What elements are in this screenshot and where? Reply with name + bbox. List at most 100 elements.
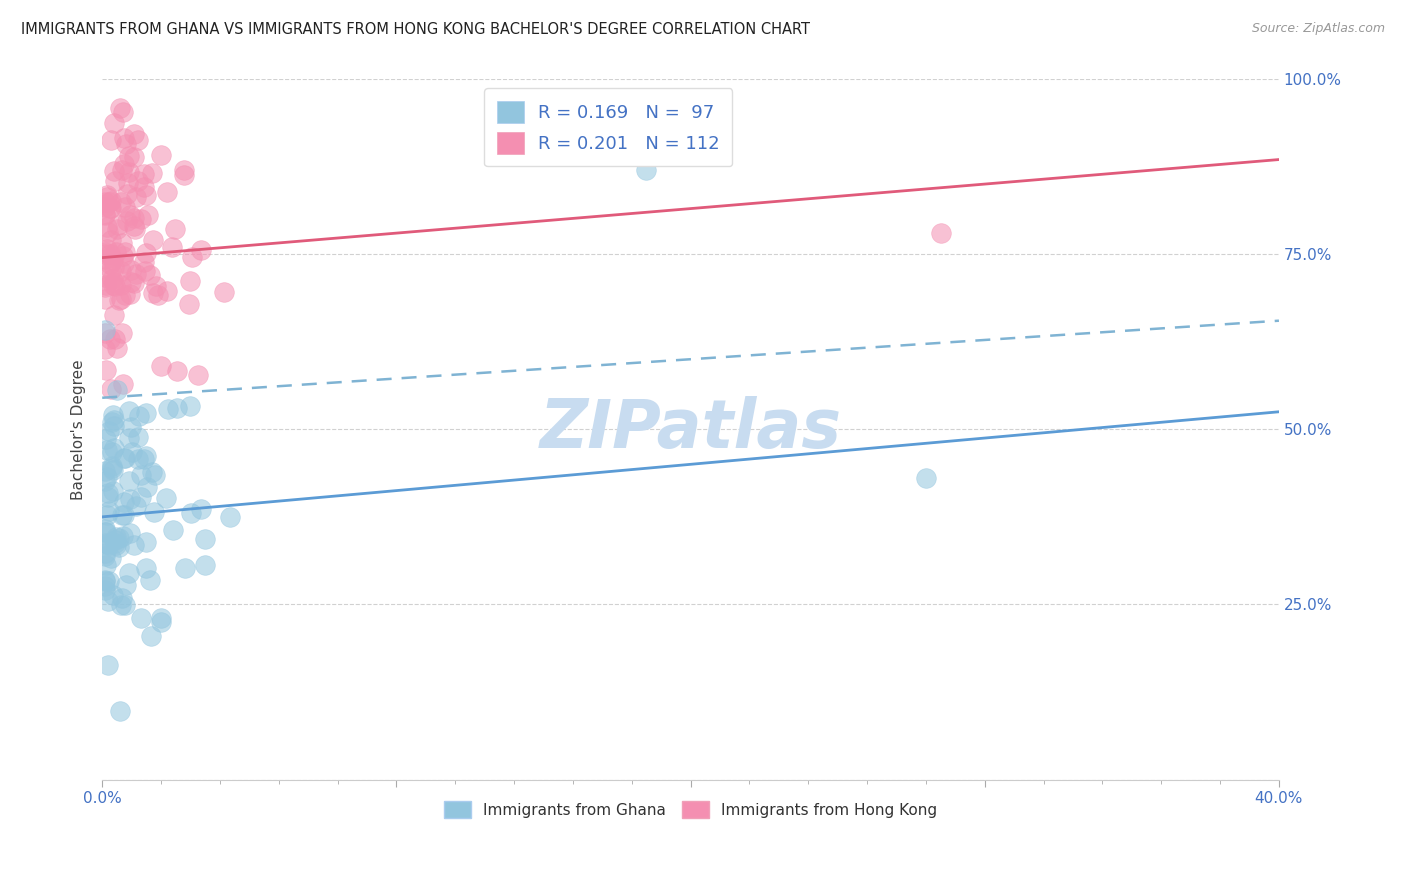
- Point: [135, 188, 157, 202]
- Point: [117, 213, 139, 227]
- Point: [129, 467, 152, 482]
- Point: [145, 279, 167, 293]
- Point: [97, 538, 120, 552]
- Point: [118, 566, 141, 580]
- Point: [94, 246, 117, 260]
- Point: [104, 535, 127, 549]
- Point: [103, 164, 125, 178]
- Point: [108, 531, 131, 545]
- Point: [97, 491, 120, 505]
- Point: [139, 573, 162, 587]
- Point: [94, 582, 117, 597]
- Point: [142, 285, 165, 300]
- Point: [134, 255, 156, 269]
- Point: [111, 163, 134, 178]
- Point: [173, 163, 195, 178]
- Point: [104, 332, 127, 346]
- Text: IMMIGRANTS FROM GHANA VS IMMIGRANTS FROM HONG KONG BACHELOR'S DEGREE CORRELATION: IMMIGRANTS FROM GHANA VS IMMIGRANTS FROM…: [21, 22, 810, 37]
- Point: [94, 244, 117, 259]
- Point: [135, 561, 157, 575]
- Point: [142, 233, 165, 247]
- Point: [143, 505, 166, 519]
- Point: [127, 133, 149, 147]
- Point: [94, 293, 117, 307]
- Point: [98, 257, 121, 271]
- Point: [96, 470, 118, 484]
- Point: [136, 208, 159, 222]
- Point: [136, 480, 159, 494]
- Point: [173, 168, 195, 182]
- Point: [94, 574, 117, 589]
- Point: [114, 245, 136, 260]
- Point: [150, 615, 173, 629]
- Point: [97, 574, 120, 589]
- Point: [105, 221, 128, 235]
- Point: [100, 202, 122, 216]
- Point: [110, 292, 132, 306]
- Point: [118, 491, 141, 506]
- Point: [98, 424, 121, 438]
- Point: [135, 406, 157, 420]
- Point: [125, 267, 148, 281]
- Point: [127, 451, 149, 466]
- Y-axis label: Bachelor's Degree: Bachelor's Degree: [72, 359, 86, 500]
- Point: [104, 530, 127, 544]
- Point: [160, 240, 183, 254]
- Point: [134, 264, 156, 278]
- Point: [127, 430, 149, 444]
- Point: [146, 288, 169, 302]
- Point: [110, 264, 132, 278]
- Point: [129, 212, 152, 227]
- Point: [180, 507, 202, 521]
- Point: [118, 431, 141, 445]
- Point: [94, 524, 117, 539]
- Point: [103, 441, 125, 455]
- Point: [112, 529, 135, 543]
- Point: [108, 101, 131, 115]
- Point: [117, 176, 139, 190]
- Point: [94, 475, 117, 489]
- Point: [100, 262, 122, 277]
- Point: [115, 578, 138, 592]
- Point: [105, 341, 128, 355]
- Point: [94, 252, 117, 266]
- Point: [97, 658, 120, 673]
- Point: [135, 534, 157, 549]
- Point: [143, 468, 166, 483]
- Point: [165, 221, 187, 235]
- Point: [173, 561, 195, 575]
- Point: [194, 558, 217, 572]
- Point: [94, 558, 117, 572]
- Point: [118, 526, 141, 541]
- Point: [155, 491, 177, 506]
- Point: [94, 323, 117, 337]
- Point: [114, 451, 136, 466]
- Point: [104, 533, 127, 547]
- Point: [162, 523, 184, 537]
- Point: [111, 591, 134, 606]
- Point: [100, 233, 122, 247]
- Point: [218, 510, 240, 524]
- Point: [94, 579, 117, 593]
- Point: [96, 190, 118, 204]
- Point: [128, 409, 150, 423]
- Point: [129, 611, 152, 625]
- Point: [96, 442, 118, 457]
- Point: [94, 326, 117, 340]
- Point: [94, 208, 117, 222]
- Point: [98, 201, 121, 215]
- Point: [135, 246, 157, 260]
- Point: [915, 471, 938, 485]
- Point: [141, 166, 163, 180]
- Point: [117, 165, 139, 179]
- Point: [111, 377, 134, 392]
- Point: [118, 404, 141, 418]
- Point: [122, 128, 145, 142]
- Point: [94, 546, 117, 560]
- Point: [118, 287, 141, 301]
- Point: [94, 280, 117, 294]
- Point: [94, 536, 117, 550]
- Point: [107, 293, 129, 308]
- Point: [96, 508, 118, 522]
- Text: ZIPatlas: ZIPatlas: [540, 396, 842, 462]
